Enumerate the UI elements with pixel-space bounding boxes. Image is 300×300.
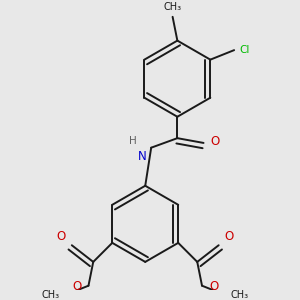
Text: H: H (130, 136, 137, 146)
Text: N: N (138, 150, 146, 163)
Text: O: O (57, 230, 66, 243)
Text: Cl: Cl (239, 45, 249, 55)
Text: O: O (225, 230, 234, 243)
Text: CH₃: CH₃ (164, 2, 182, 12)
Text: O: O (211, 135, 220, 148)
Text: O: O (209, 280, 218, 293)
Text: O: O (72, 280, 81, 293)
Text: CH₃: CH₃ (42, 290, 60, 300)
Text: CH₃: CH₃ (231, 290, 249, 300)
